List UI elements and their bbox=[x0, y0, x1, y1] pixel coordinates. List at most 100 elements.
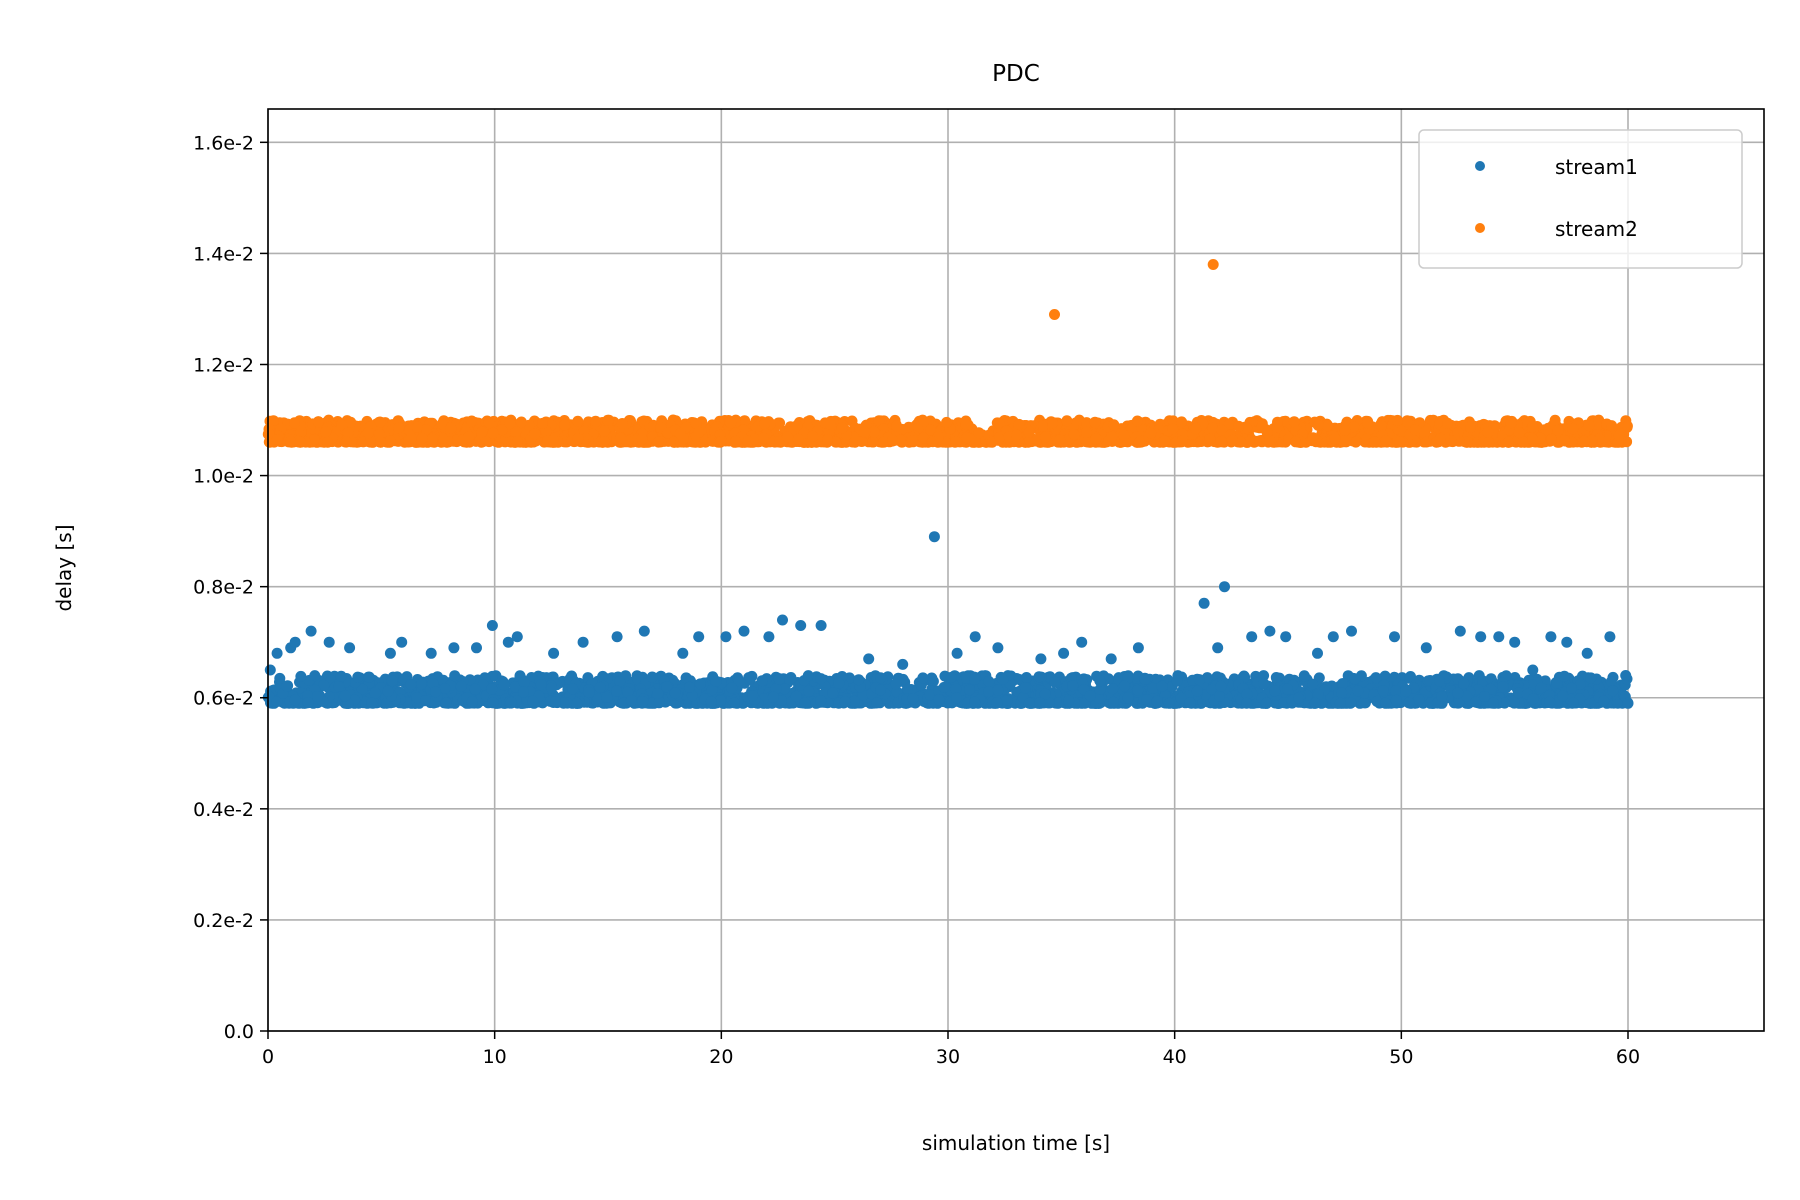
band-point bbox=[1122, 692, 1134, 704]
band-point bbox=[518, 676, 530, 688]
band-point bbox=[1527, 421, 1539, 433]
band-point bbox=[1260, 697, 1272, 709]
band-point bbox=[1150, 673, 1162, 685]
band-point bbox=[1352, 685, 1364, 697]
band-point bbox=[509, 681, 521, 693]
band-point bbox=[486, 683, 498, 695]
band-point bbox=[652, 688, 664, 699]
band-point bbox=[437, 432, 449, 444]
band-point bbox=[983, 686, 995, 698]
band-point bbox=[1461, 690, 1473, 702]
band-point bbox=[1241, 688, 1253, 700]
band-point bbox=[1419, 427, 1430, 439]
band-point bbox=[1216, 424, 1228, 436]
band-point bbox=[1485, 683, 1497, 695]
band-point bbox=[302, 697, 314, 709]
band-point bbox=[449, 670, 461, 682]
band-point bbox=[1400, 685, 1412, 697]
band-point bbox=[873, 415, 885, 427]
band-point bbox=[1337, 678, 1348, 690]
band-point bbox=[710, 675, 722, 687]
band-point bbox=[1377, 685, 1389, 697]
band-point bbox=[1350, 436, 1362, 448]
band-point bbox=[436, 418, 448, 430]
band-point bbox=[1470, 696, 1482, 708]
band-point bbox=[1107, 683, 1119, 695]
band-point bbox=[289, 417, 300, 429]
band-point bbox=[1270, 672, 1282, 683]
band-point bbox=[1021, 672, 1032, 683]
band-point bbox=[1312, 689, 1324, 700]
band-point bbox=[1349, 673, 1361, 685]
band-point bbox=[510, 426, 522, 438]
band-point bbox=[625, 695, 637, 706]
band-point bbox=[994, 418, 1006, 430]
band-point bbox=[515, 416, 527, 428]
band-point bbox=[1479, 691, 1490, 702]
band-point bbox=[694, 678, 706, 690]
band-point bbox=[1094, 675, 1106, 687]
band-point bbox=[1167, 415, 1179, 427]
band-point bbox=[815, 673, 827, 685]
band-point bbox=[1334, 697, 1346, 709]
band-point bbox=[487, 697, 499, 709]
band-point bbox=[420, 695, 431, 707]
band-point bbox=[274, 672, 286, 684]
band-point bbox=[1067, 680, 1079, 692]
band-point bbox=[263, 691, 275, 702]
band-point bbox=[986, 436, 998, 448]
band-point bbox=[1084, 690, 1096, 702]
band-point bbox=[1206, 683, 1218, 695]
band-point bbox=[1163, 697, 1175, 709]
band-point bbox=[815, 695, 827, 707]
band-point bbox=[774, 436, 786, 447]
band-point bbox=[646, 671, 658, 683]
band-point bbox=[342, 427, 354, 439]
band-point bbox=[799, 697, 811, 709]
band-point bbox=[420, 424, 432, 436]
band-point bbox=[833, 677, 845, 689]
band-stream1 bbox=[262, 670, 1634, 709]
band-point bbox=[1606, 420, 1618, 432]
band-point bbox=[1487, 697, 1499, 709]
band-point bbox=[770, 683, 782, 695]
band-point bbox=[705, 696, 717, 708]
band-point bbox=[1215, 680, 1227, 692]
band-point bbox=[1322, 420, 1334, 432]
band-point bbox=[1044, 697, 1055, 709]
band-point bbox=[1147, 682, 1159, 694]
band-point bbox=[469, 683, 481, 695]
band-point bbox=[1402, 417, 1414, 429]
band-point bbox=[1413, 694, 1425, 706]
band-point bbox=[466, 415, 478, 427]
band-point bbox=[518, 686, 529, 698]
band-point bbox=[1621, 420, 1633, 432]
band-point bbox=[309, 670, 321, 682]
band-point bbox=[430, 686, 441, 698]
band-point bbox=[1375, 420, 1387, 432]
band-point bbox=[1184, 697, 1196, 709]
band-point bbox=[1558, 670, 1570, 682]
band-point bbox=[1551, 677, 1563, 689]
band-point bbox=[969, 696, 981, 708]
band-point bbox=[1063, 695, 1075, 707]
band-point bbox=[1036, 420, 1048, 432]
band-point bbox=[550, 696, 561, 707]
band-point bbox=[440, 697, 452, 709]
band-point bbox=[706, 684, 718, 696]
band-point bbox=[374, 416, 386, 428]
band-point bbox=[1258, 678, 1270, 690]
band-point bbox=[336, 419, 348, 431]
band-point bbox=[1371, 695, 1383, 707]
band-point bbox=[1239, 671, 1251, 683]
band-point bbox=[1293, 692, 1305, 704]
band-point bbox=[308, 434, 320, 445]
band-point bbox=[839, 696, 851, 708]
band-point bbox=[1141, 694, 1153, 706]
band-point bbox=[505, 697, 517, 708]
band-point bbox=[1607, 685, 1619, 697]
band-point bbox=[352, 671, 364, 683]
band-point bbox=[1019, 682, 1031, 694]
band-point bbox=[871, 697, 883, 709]
band-point bbox=[773, 673, 785, 685]
